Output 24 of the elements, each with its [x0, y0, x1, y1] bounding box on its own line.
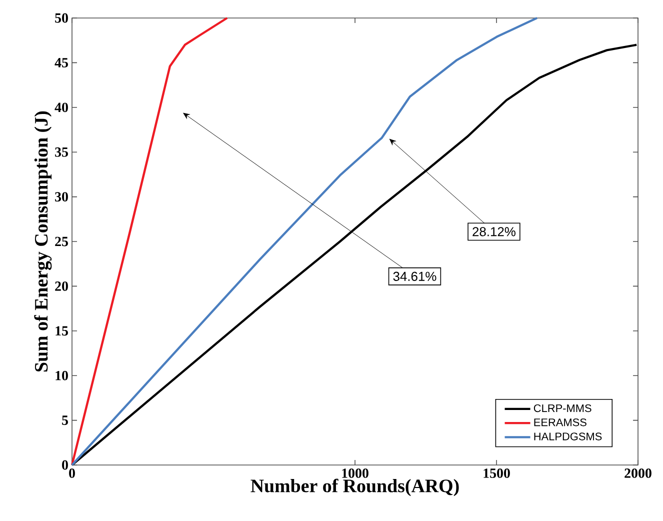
y-tick-label: 15: [56, 326, 68, 336]
y-tick-label: 50: [55, 13, 68, 23]
y-tick-label: 5: [62, 416, 68, 425]
x-axis-title: Number of Rounds(ARQ): [250, 478, 459, 496]
x-tick-label: 1000: [342, 468, 368, 478]
legend-label: HALPDGSMS: [534, 432, 602, 440]
x-tick-label: 0: [69, 468, 75, 478]
y-tick-label: 20: [55, 281, 68, 291]
y-tick-label: 40: [54, 102, 68, 112]
annotation: 34.61%: [393, 272, 436, 281]
line-series: [70, 44, 638, 466]
y-tick-label: 30: [55, 192, 68, 202]
y-tick-label: 0: [62, 460, 68, 470]
y-tick-label: 45: [54, 58, 68, 68]
y-tick-label: 25: [55, 236, 68, 246]
y-axis-title: Sum of Energy Consumption (J): [34, 111, 52, 372]
legend-label: EERAMSS: [534, 418, 586, 426]
y-tick-label: 10: [56, 370, 68, 380]
y-tick-label: 35: [55, 147, 68, 157]
x-tick-label: 2000: [624, 468, 652, 478]
annotation: 28.12%: [472, 227, 516, 236]
legend-label: CLRP-MMS: [534, 404, 592, 412]
line-series: [70, 16, 228, 466]
x-tick-label: 1500: [484, 468, 510, 478]
